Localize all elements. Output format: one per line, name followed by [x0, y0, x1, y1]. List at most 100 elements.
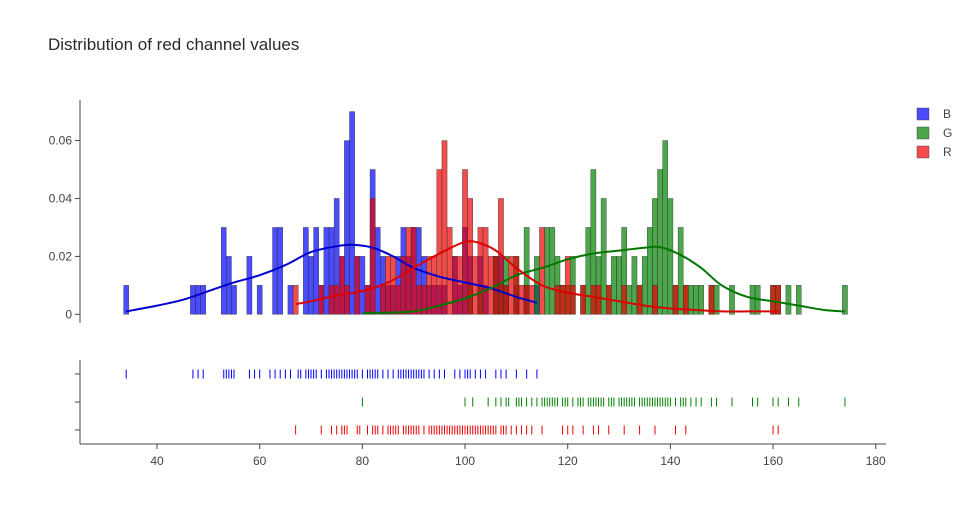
- hist-bar-G[interactable]: [647, 227, 653, 315]
- hist-bar-R[interactable]: [292, 285, 299, 315]
- hist-bar-G[interactable]: [616, 256, 622, 315]
- hist-bar-B[interactable]: [200, 285, 206, 315]
- density-curve-R[interactable]: [295, 240, 779, 313]
- hist-bar-R[interactable]: [539, 227, 545, 315]
- legend-swatch: [916, 126, 930, 140]
- hist-bar-G[interactable]: [585, 227, 592, 315]
- hist-bar-R[interactable]: [652, 285, 658, 315]
- legend-item-G[interactable]: G: [916, 126, 952, 140]
- hist-bar-B[interactable]: [308, 256, 314, 315]
- hist-bar-B[interactable]: [231, 285, 237, 315]
- hist-bar-R[interactable]: [369, 198, 376, 315]
- hist-bar-B[interactable]: [313, 227, 319, 315]
- hist-bar-B[interactable]: [123, 285, 129, 315]
- hist-bar-B[interactable]: [374, 227, 381, 315]
- hist-bar-B[interactable]: [256, 285, 263, 315]
- chart-title: Distribution of red channel values: [48, 35, 299, 54]
- hist-bar-R[interactable]: [482, 227, 489, 315]
- hist-bar-R[interactable]: [426, 256, 432, 315]
- hist-bar-R[interactable]: [339, 256, 345, 315]
- hist-bar-R[interactable]: [354, 256, 360, 315]
- x-tick-label: 60: [253, 454, 267, 468]
- y-tick-label: 0.02: [49, 249, 73, 263]
- hist-bar-R[interactable]: [503, 285, 509, 315]
- x-tick-label: 140: [660, 454, 680, 468]
- hist-bar-R[interactable]: [513, 256, 520, 315]
- x-tick-label: 80: [356, 454, 370, 468]
- x-tick-label: 40: [150, 454, 164, 468]
- hist-bar-G[interactable]: [795, 285, 802, 315]
- hist-bar-R[interactable]: [457, 256, 463, 315]
- hist-bar-R[interactable]: [451, 256, 458, 315]
- hist-bar-R[interactable]: [621, 285, 627, 315]
- hist-bar-R[interactable]: [446, 227, 453, 315]
- hist-bar-R[interactable]: [580, 285, 586, 315]
- hist-bar-B[interactable]: [349, 111, 355, 315]
- hist-bar-R[interactable]: [595, 285, 602, 315]
- hist-bar-R[interactable]: [436, 169, 443, 315]
- hist-bar-G[interactable]: [611, 256, 617, 315]
- hist-bar-G[interactable]: [662, 140, 669, 315]
- legend[interactable]: BGR: [916, 107, 952, 159]
- hist-bar-G[interactable]: [677, 227, 684, 315]
- y-tick-label: 0.04: [49, 191, 73, 205]
- hist-bar-B[interactable]: [220, 227, 227, 315]
- hist-bar-G[interactable]: [657, 169, 663, 315]
- hist-bar-B[interactable]: [323, 227, 330, 315]
- hist-bar-G[interactable]: [713, 285, 720, 315]
- legend-label: G: [943, 126, 952, 140]
- hist-bar-G[interactable]: [600, 198, 607, 315]
- hist-bar-R[interactable]: [395, 285, 402, 315]
- hist-bar-R[interactable]: [390, 256, 396, 315]
- legend-swatch: [916, 107, 930, 121]
- hist-bar-R[interactable]: [380, 285, 386, 315]
- hist-bar-G[interactable]: [544, 227, 550, 315]
- hist-bar-R[interactable]: [385, 256, 391, 315]
- hist-bar-G[interactable]: [534, 256, 540, 315]
- x-tick-label: 160: [763, 454, 783, 468]
- hist-bar-R[interactable]: [477, 227, 484, 315]
- axes-layer: 0 0.02 0.04 0.06 40 60 80 100 120 140 160 180: [49, 100, 886, 468]
- hist-bar-G[interactable]: [549, 227, 556, 315]
- hist-bar-R[interactable]: [590, 285, 597, 315]
- hist-bar-B[interactable]: [359, 256, 366, 315]
- x-tick-label: 120: [558, 454, 578, 468]
- hist-bar-G[interactable]: [667, 198, 674, 315]
- hist-bar-R[interactable]: [410, 227, 417, 315]
- hist-bar-G[interactable]: [631, 256, 638, 315]
- hist-bar-R[interactable]: [636, 285, 643, 315]
- hist-bar-G[interactable]: [698, 285, 704, 315]
- density-curve-layer: [126, 240, 846, 314]
- hist-bar-R[interactable]: [683, 285, 689, 315]
- legend-item-R[interactable]: R: [916, 145, 952, 159]
- hist-bar-G[interactable]: [729, 285, 735, 315]
- legend-item-B[interactable]: B: [916, 107, 951, 121]
- rug-plot-layer: [125, 369, 846, 435]
- hist-bar-B[interactable]: [287, 285, 294, 315]
- hist-bar-R[interactable]: [400, 256, 407, 315]
- y-tick-label: 0: [65, 307, 72, 321]
- hist-bar-R[interactable]: [770, 285, 776, 315]
- density-curve-G[interactable]: [362, 245, 846, 314]
- hist-bar-R[interactable]: [333, 285, 340, 315]
- hist-bar-G[interactable]: [842, 285, 848, 315]
- hist-bar-R[interactable]: [487, 256, 494, 315]
- hist-bar-R[interactable]: [672, 285, 679, 315]
- hist-bar-B[interactable]: [190, 285, 196, 315]
- hist-bar-R[interactable]: [344, 285, 350, 315]
- hist-bar-G[interactable]: [749, 285, 756, 315]
- hist-bar-R[interactable]: [441, 140, 448, 315]
- hist-bar-B[interactable]: [246, 256, 253, 315]
- hist-bar-R[interactable]: [570, 285, 576, 315]
- hist-bar-R[interactable]: [775, 285, 781, 315]
- density-curve-B[interactable]: [126, 243, 538, 313]
- hist-bar-R[interactable]: [708, 285, 715, 315]
- hist-bar-B[interactable]: [195, 285, 201, 315]
- hist-bar-R[interactable]: [559, 285, 566, 315]
- hist-bar-G[interactable]: [785, 285, 792, 315]
- hist-bar-B[interactable]: [277, 227, 283, 315]
- hist-bar-R[interactable]: [564, 256, 571, 315]
- hist-bar-G[interactable]: [626, 285, 633, 315]
- hist-bar-R[interactable]: [328, 285, 335, 315]
